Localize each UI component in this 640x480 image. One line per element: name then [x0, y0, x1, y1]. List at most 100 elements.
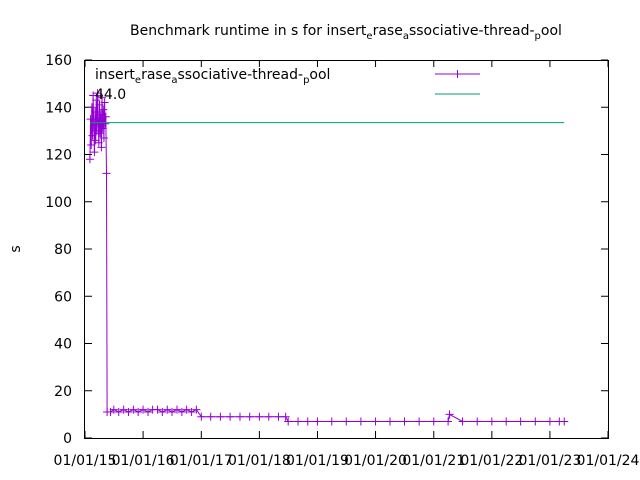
data-point	[371, 417, 380, 426]
x-tick-label: 01/01/18	[228, 453, 291, 469]
data-point	[177, 408, 186, 417]
data-point	[88, 131, 97, 140]
data-point	[386, 417, 395, 426]
data-point	[192, 405, 201, 414]
y-axis-label: s	[8, 245, 24, 252]
x-tick-label: 01/01/23	[518, 453, 581, 469]
data-point	[281, 412, 290, 421]
data-point	[245, 412, 254, 421]
data-point	[91, 107, 100, 116]
annotation-label: inserteraseassociative-thread-pool	[95, 67, 330, 86]
data-point	[502, 417, 511, 426]
data-point	[487, 417, 496, 426]
x-tick-label: 01/01/15	[54, 453, 117, 469]
x-tick-label: 01/01/21	[402, 453, 465, 469]
data-point	[168, 408, 177, 417]
data-point	[182, 405, 191, 414]
data-point	[284, 417, 293, 426]
data-point	[114, 408, 123, 417]
y-tick-label: 80	[54, 242, 72, 258]
data-point	[89, 122, 98, 131]
data-point	[560, 417, 569, 426]
data-point	[98, 124, 107, 133]
x-tick-label: 01/01/22	[460, 453, 523, 469]
data-point	[89, 91, 98, 100]
data-point	[100, 98, 109, 107]
data-point	[313, 417, 322, 426]
data-point	[129, 405, 138, 414]
y-tick-label: 100	[45, 195, 72, 211]
x-tick-label: 01/01/24	[577, 453, 640, 469]
data-point	[445, 410, 454, 419]
data-point	[531, 417, 540, 426]
data-point	[96, 110, 105, 119]
data-point	[87, 141, 96, 150]
data-point	[99, 105, 108, 114]
legend	[435, 70, 480, 95]
data-point	[274, 412, 283, 421]
data-point	[206, 412, 215, 421]
data-point	[144, 408, 153, 417]
data-point	[99, 133, 108, 142]
legend-marker	[453, 70, 462, 78]
data-point	[327, 417, 336, 426]
data-point	[415, 417, 424, 426]
data-point	[119, 405, 128, 414]
data-point	[197, 412, 206, 421]
data-point	[93, 89, 102, 98]
y-tick-label: 120	[45, 148, 72, 164]
data-point	[294, 417, 303, 426]
x-tick-label: 01/01/20	[344, 453, 407, 469]
plot-area	[85, 89, 569, 426]
data-point	[139, 405, 148, 414]
x-tick-label: 01/01/19	[286, 453, 349, 469]
data-point	[255, 412, 264, 421]
data-point	[187, 408, 196, 417]
y-tick-label: 20	[54, 384, 72, 400]
data-point	[134, 408, 143, 417]
data-point	[303, 417, 312, 426]
data-point	[87, 103, 96, 112]
data-point	[96, 129, 105, 138]
data-point	[94, 117, 103, 126]
plot-frame	[84, 60, 609, 439]
x-tick-label: 01/01/16	[112, 453, 175, 469]
data-point	[226, 412, 235, 421]
data-point	[86, 115, 95, 124]
data-point	[163, 405, 172, 414]
y-tick-label: 0	[63, 431, 72, 447]
chart-title: Benchmark runtime in s for inserteraseas…	[130, 23, 562, 42]
data-point	[98, 93, 107, 102]
data-point	[429, 417, 438, 426]
data-point	[95, 100, 104, 109]
data-point	[101, 119, 110, 128]
data-point	[400, 417, 409, 426]
data-point	[102, 169, 111, 178]
data-point	[92, 96, 101, 105]
data-point	[516, 417, 525, 426]
data-point	[235, 412, 244, 421]
data-point	[473, 417, 482, 426]
data-point	[94, 138, 103, 147]
data-point	[97, 143, 106, 152]
data-point	[458, 417, 467, 426]
data-point	[172, 405, 181, 414]
series-0	[85, 89, 569, 426]
y-tick-label: 160	[45, 53, 72, 69]
data-point	[85, 155, 94, 164]
data-point	[545, 417, 554, 426]
data-point	[109, 405, 118, 414]
y-tick-label: 60	[54, 289, 72, 305]
annotation-value: 44.0	[95, 87, 126, 103]
y-tick-label: 40	[54, 337, 72, 353]
data-point	[158, 408, 167, 417]
y-tick-label: 140	[45, 100, 72, 116]
data-point	[216, 412, 225, 421]
data-point	[90, 148, 99, 157]
data-point	[153, 405, 162, 414]
data-point	[444, 417, 453, 426]
x-tick-label: 01/01/17	[170, 453, 233, 469]
data-point	[356, 417, 365, 426]
x-axis: 01/01/1501/01/1601/01/1701/01/1801/01/19…	[54, 60, 640, 469]
